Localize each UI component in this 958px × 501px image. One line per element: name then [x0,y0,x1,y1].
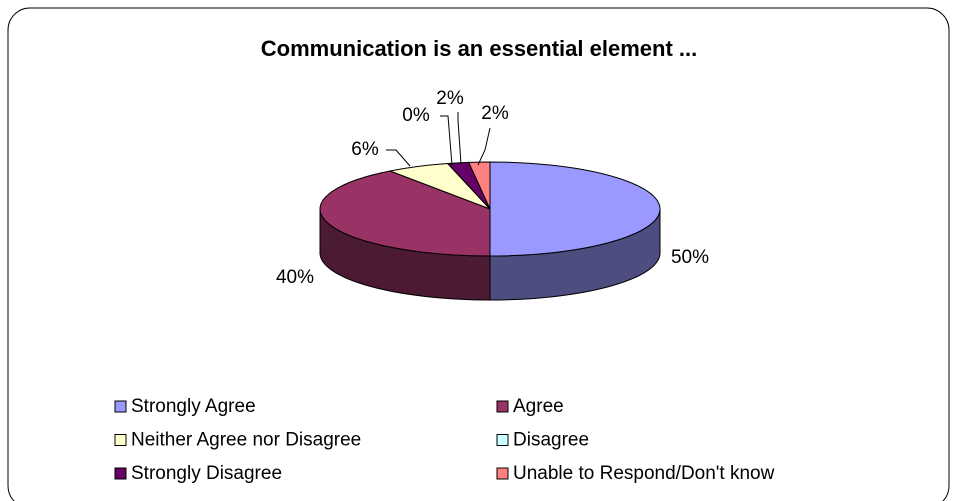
data-label: 6% [351,139,379,160]
legend-label: Unable to Respond/Don't know [513,463,775,484]
data-label: 40% [276,267,314,288]
leader-line [386,149,411,167]
legend-label: Strongly Agree [131,396,256,417]
legend-label: Neither Agree nor Disagree [131,430,361,451]
legend-swatch [496,467,509,480]
slice [489,161,661,257]
data-label: 2% [436,88,464,109]
legend-label: Agree [513,396,564,417]
leader-line [440,115,453,166]
data-label: 0% [402,105,430,126]
legend-label: Strongly Disagree [131,463,282,484]
data-label: 2% [481,103,509,124]
chart-title: Communication is an essential element ..… [261,36,697,61]
legend-swatch [114,434,127,446]
legend-label: Disagree [513,430,589,451]
data-label: 50% [671,247,709,268]
legend-swatch [496,400,509,413]
legend-swatch [114,400,127,413]
slice [319,170,491,257]
legend-swatch [496,434,509,446]
leader-line [477,127,491,166]
leader-line [457,112,462,165]
legend-swatch [114,467,127,480]
